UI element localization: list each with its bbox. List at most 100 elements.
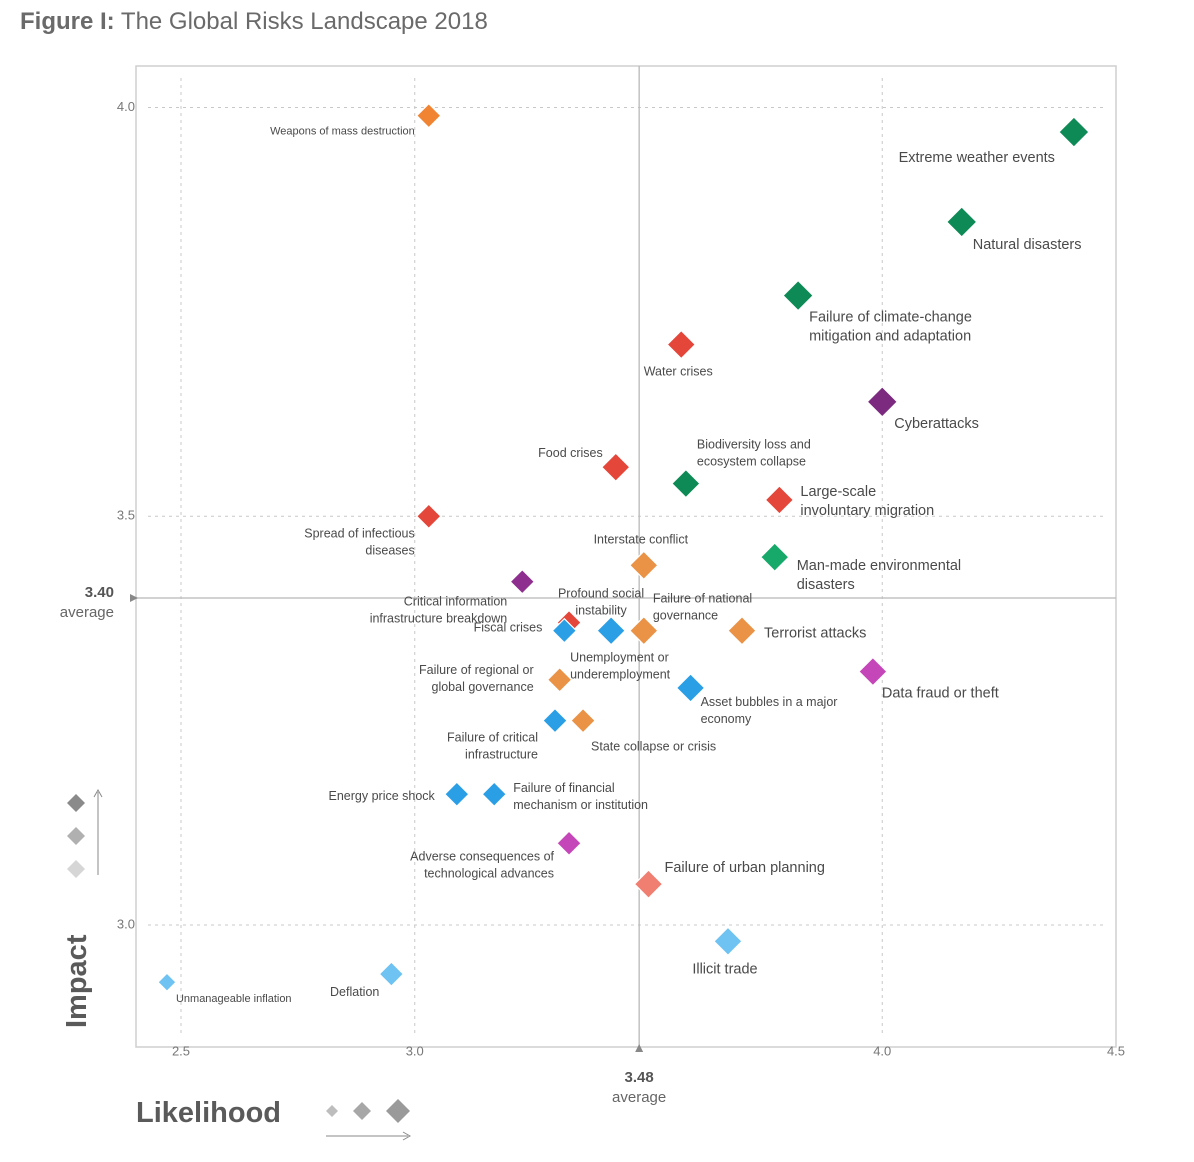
risk-point-diamond [600,452,631,483]
point-label-line: disasters [797,577,855,593]
point-label: Failure of financial mechanism or institu… [513,781,648,812]
risk-point-diamond [443,781,470,808]
point-label: Failure of regional or global governance [419,663,534,694]
point-label: Adverse consequences of technological adv… [410,849,554,880]
point-label-line: State collapse or crisis [591,740,716,754]
point-label-line: Unemployment or [570,651,669,665]
point-label-line: underemployment [570,668,671,682]
risk-point-diamond [546,666,573,693]
x-axis-title: Likelihood [136,1097,281,1129]
point-label-line: Food crises [538,446,603,460]
risk-point-diamond [596,615,626,646]
impact-arrow-head-icon [93,788,103,798]
point-label: Failure of national governance [653,592,752,623]
point-label-line: Illicit trade [692,961,757,977]
point-label-line: Cyberattacks [894,416,979,432]
point-label-line: economy [701,712,752,726]
risk-point-diamond [866,385,899,418]
point-label: Critical information infrastructure break… [370,595,508,626]
point-label: Spread of infectious diseases [304,526,415,557]
axis-titles: Likelihood Impact [61,934,281,1129]
likelihood-arrow-head-icon [402,1131,412,1141]
point-label: Illicit trade [692,961,757,977]
risk-point-diamond [633,869,664,899]
y-average-word: average [60,604,114,621]
risk-point-diamond [1058,116,1090,148]
point-label: Natural disasters [973,237,1082,253]
figure-title-text: The Global Risks Landscape 2018 [120,8,488,35]
point-label-line: Failure of national [653,592,752,606]
point-label-line: Natural disasters [973,237,1082,253]
point-label: Man-made environmental disasters [797,558,961,593]
large-diamond-icon [386,1099,410,1123]
risk-point-diamond [759,542,790,572]
point-label-line: Man-made environmental [797,558,961,574]
point-label-line: Extreme weather events [899,150,1055,166]
axis-ticks: 2.5 3.0 4.0 4.5 3.0 3.5 4.0 [117,99,1125,1059]
figure-title: Figure I: The Global Risks Landscape 201… [20,8,488,36]
point-label-line: infrastructure [465,748,538,762]
risk-point-diamond [415,503,442,530]
x-average-value: 3.48 [625,1069,654,1086]
point-label: Extreme weather events [899,150,1055,166]
point-label: Profound social instability [558,587,644,618]
point-label-line: Profound social [558,587,644,601]
point-label: Terrorist attacks [764,626,866,642]
risk-point-diamond [378,961,405,987]
risk-point-diamond [628,550,659,581]
risk-point-diamond [570,707,596,734]
point-label: Data fraud or theft [882,686,999,702]
point-label-line: mechanism or institution [513,798,648,812]
point-label: Failure of climate-change mitigation and … [809,310,972,345]
point-label-line: Fiscal crises [474,621,543,635]
y-average-value: 3.40 [85,584,114,601]
plot-frame [135,65,1117,1048]
y-tick-label: 3.5 [117,508,135,523]
x-tick-label: 2.5 [172,1043,190,1058]
y-average-marker [130,594,138,602]
point-label: Weapons of mass destruction [270,126,415,138]
point-label-line: Deflation [330,985,379,999]
risk-point-diamond [556,830,582,857]
point-label-line: mitigation and adaptation [809,329,971,345]
medium-diamond-icon [353,1102,371,1120]
point-label: Unemployment or underemployment [570,651,671,682]
point-label-line: Unmanageable inflation [176,993,292,1005]
point-label: Fiscal crises [474,621,543,635]
x-average-marker [635,1044,644,1052]
point-label-line: Energy price shock [329,789,436,803]
point-label-line: Adverse consequences of [410,849,554,863]
point-label: Water crises [644,365,713,379]
point-label-line: Critical information [404,595,508,609]
point-label-line: instability [575,604,627,618]
risk-point-diamond [675,673,706,703]
point-label-line: Failure of critical [447,731,538,745]
size-legend [67,788,412,1141]
data-points [157,102,1090,993]
point-label: Food crises [538,446,603,460]
point-label-line: Failure of regional or [419,663,534,677]
medium-diamond-icon [67,827,85,845]
point-label-line: Spread of infectious [304,526,415,540]
small-diamond-icon [326,1105,338,1117]
risk-point-diamond [727,615,757,646]
point-label: Cyberattacks [894,416,979,432]
risk-point-diamond [945,206,978,238]
y-axis-title: Impact [61,934,93,1028]
point-label-line: Weapons of mass destruction [270,126,415,138]
point-label: Asset bubbles in a major economy [701,695,838,726]
risk-point-diamond [671,468,701,499]
risk-point-diamond [157,972,177,993]
x-tick-label: 3.0 [406,1043,424,1058]
point-label-line: infrastructure breakdown [370,612,508,626]
x-tick-label: 4.0 [873,1043,891,1058]
point-label: Large-scale involuntary migration [800,484,934,519]
point-label-line: Large-scale [800,484,876,500]
risk-point-diamond [415,102,442,129]
y-tick-label: 4.0 [117,99,135,114]
point-label: Biodiversity loss and ecosystem collapse [697,438,811,469]
point-label: Deflation [330,985,379,999]
point-label: Energy price shock [329,789,436,803]
point-label-line: Failure of climate-change [809,310,972,326]
